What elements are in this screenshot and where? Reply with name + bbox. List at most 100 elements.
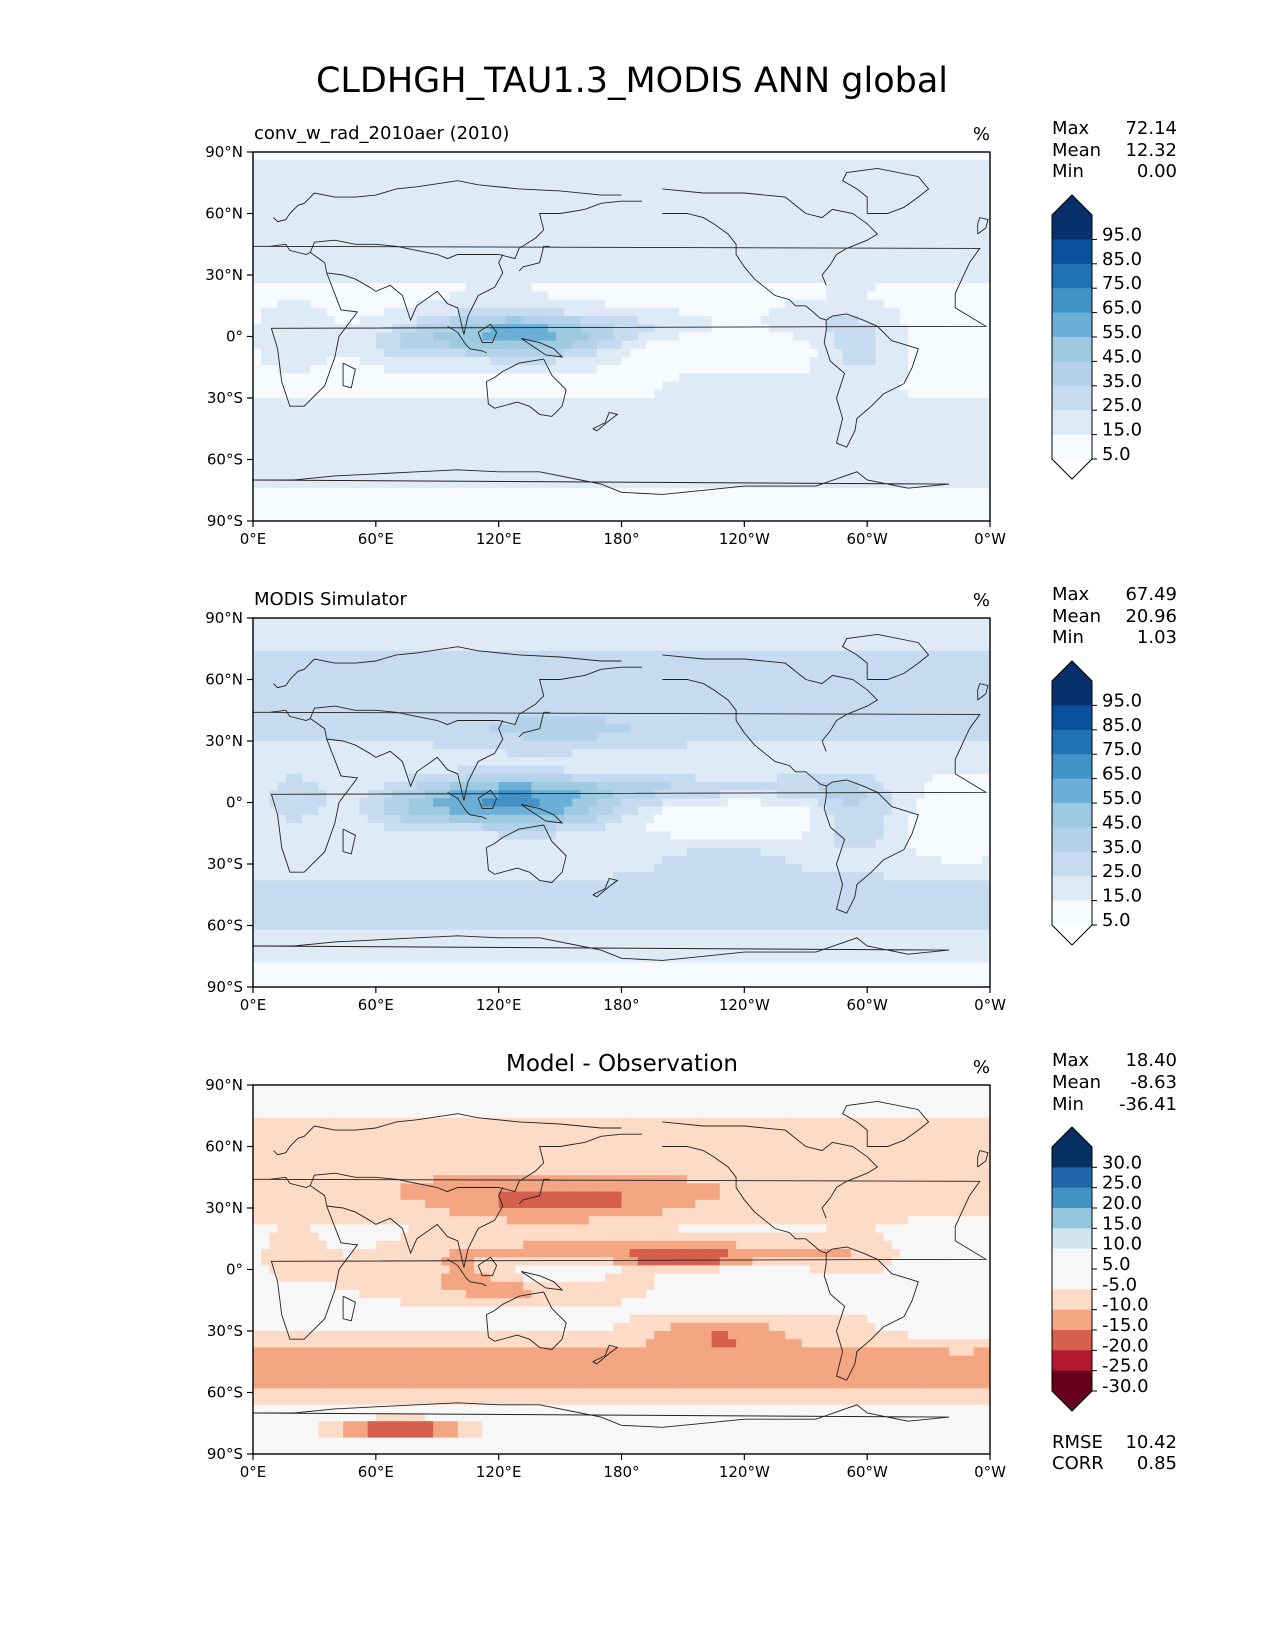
- field-cell: [515, 373, 524, 383]
- field-cell: [474, 201, 483, 210]
- field-cell: [801, 176, 811, 186]
- field-cell: [727, 250, 737, 260]
- field-cell: [424, 299, 434, 309]
- field-cell: [957, 480, 967, 489]
- field-cell: [457, 642, 467, 652]
- field-cell: [867, 193, 876, 202]
- field-cell: [555, 283, 565, 292]
- field-cell: [842, 283, 852, 292]
- field-cell: [629, 316, 639, 325]
- colorbar-tick-label: 5.0: [1102, 444, 1131, 465]
- field-cell: [605, 389, 614, 399]
- field-cell: [416, 471, 426, 481]
- field-cell: [883, 324, 893, 333]
- field-cell: [711, 422, 721, 432]
- field-cell: [506, 340, 516, 350]
- colorbar-segment: [1052, 361, 1092, 387]
- field-cell: [719, 152, 729, 161]
- field-cell: [277, 626, 287, 635]
- field-cell: [424, 184, 434, 194]
- field-cell: [924, 234, 934, 243]
- field-cell: [277, 480, 287, 489]
- field-cell: [981, 430, 990, 440]
- field-cell: [727, 455, 737, 465]
- field-cell: [646, 193, 655, 202]
- field-cell: [506, 209, 516, 219]
- field-cell: [351, 307, 361, 317]
- field-cell: [727, 414, 737, 424]
- field-cell: [351, 348, 361, 358]
- field-cell: [433, 642, 442, 652]
- field-cell: [523, 398, 533, 407]
- field-cell: [678, 152, 688, 161]
- field-cell: [261, 340, 270, 350]
- field-cell: [654, 447, 664, 456]
- field-cell: [318, 258, 328, 268]
- field-cell: [547, 316, 557, 325]
- field-cell: [547, 414, 557, 424]
- field-cell: [768, 398, 778, 407]
- field-cell: [277, 422, 287, 432]
- field-cell: [981, 209, 990, 219]
- field-cell: [375, 504, 385, 514]
- field-cell: [474, 258, 483, 268]
- field-cell: [269, 348, 279, 358]
- field-cell: [253, 430, 262, 440]
- field-cell: [768, 471, 778, 481]
- field-cell: [375, 618, 385, 627]
- field-cell: [498, 447, 508, 456]
- field-cell: [580, 209, 590, 219]
- field-cell: [277, 340, 287, 350]
- field-cell: [285, 225, 295, 235]
- field-cell: [334, 217, 344, 227]
- field-cell: [326, 414, 336, 424]
- field-cell: [359, 488, 369, 497]
- field-cell: [613, 266, 623, 276]
- field-cell: [555, 512, 565, 521]
- field-cell: [318, 176, 328, 186]
- field-cell: [957, 389, 967, 399]
- field-cell: [285, 683, 295, 693]
- field-cell: [310, 217, 320, 227]
- field-cell: [441, 447, 451, 456]
- field-cell: [736, 422, 745, 432]
- field-cell: [875, 496, 885, 506]
- field-cell: [719, 324, 729, 333]
- field-cell: [777, 250, 786, 260]
- field-cell: [490, 348, 500, 358]
- field-cell: [416, 348, 426, 358]
- field-cell: [793, 160, 803, 169]
- field-cell: [727, 283, 737, 292]
- field-cell: [302, 332, 311, 342]
- field-cell: [793, 618, 803, 627]
- field-cell: [408, 152, 418, 161]
- field-cell: [875, 463, 885, 473]
- field-cell: [899, 618, 909, 627]
- field-cell: [310, 463, 320, 473]
- field-cell: [695, 488, 704, 497]
- field-cell: [687, 258, 696, 268]
- field-cell: [842, 447, 852, 456]
- field-cell: [408, 389, 418, 399]
- field-cell: [498, 381, 508, 391]
- field-cell: [875, 242, 885, 251]
- field-cell: [424, 488, 434, 497]
- field-cell: [605, 184, 614, 194]
- field-cell: [777, 675, 786, 685]
- field-cell: [793, 439, 803, 448]
- field-cell: [760, 447, 770, 456]
- field-cell: [965, 667, 975, 676]
- field-cell: [965, 512, 975, 521]
- field-cell: [621, 152, 631, 161]
- field-cell: [441, 504, 451, 514]
- field-cell: [981, 626, 990, 635]
- field-cell: [441, 184, 451, 194]
- field-cell: [875, 667, 885, 676]
- field-cell: [908, 160, 917, 169]
- field-cell: [899, 332, 909, 342]
- colorbar-tick-label: 85.0: [1102, 249, 1142, 270]
- field-cell: [842, 463, 852, 473]
- field-cell: [818, 675, 827, 685]
- field-cell: [867, 463, 876, 473]
- field-cell: [777, 480, 786, 489]
